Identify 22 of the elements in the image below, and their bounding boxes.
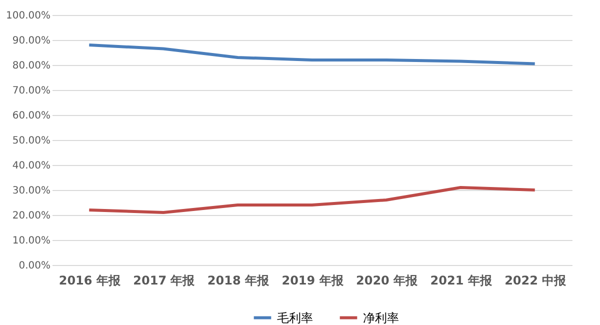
- line-series: [88, 44, 536, 66]
- x-tick-label: 2022 中报: [504, 274, 568, 288]
- y-tick-label: 70.00%: [12, 86, 50, 96]
- y-tick-label: 90.00%: [12, 36, 50, 46]
- legend-label: 净利率: [363, 310, 399, 325]
- x-tick-label: 2018 年报: [207, 274, 270, 288]
- x-tick-label: 2021 年报: [430, 274, 493, 288]
- line-series: [88, 186, 536, 214]
- y-tick-label: 80.00%: [12, 60, 50, 72]
- y-tick-label: 50.00%: [12, 136, 50, 146]
- y-tick-label: 60.00%: [12, 110, 50, 122]
- x-tick-label: 2020 年报: [356, 274, 419, 288]
- legend-label: 毛利率: [277, 310, 313, 325]
- y-tick-label: 100.00%: [6, 10, 50, 22]
- x-tick-label: 2019 年报: [282, 274, 344, 288]
- y-tick-label: 20.00%: [12, 210, 50, 222]
- y-tick-label: 10.00%: [12, 236, 50, 246]
- y-tick-label: 30.00%: [12, 186, 50, 196]
- x-tick-label: 2016 年报: [58, 274, 122, 288]
- y-tick-label: 0.00%: [18, 260, 50, 272]
- x-tick-label: 2017 年报: [133, 274, 196, 288]
- y-tick-label: 40.00%: [12, 160, 50, 172]
